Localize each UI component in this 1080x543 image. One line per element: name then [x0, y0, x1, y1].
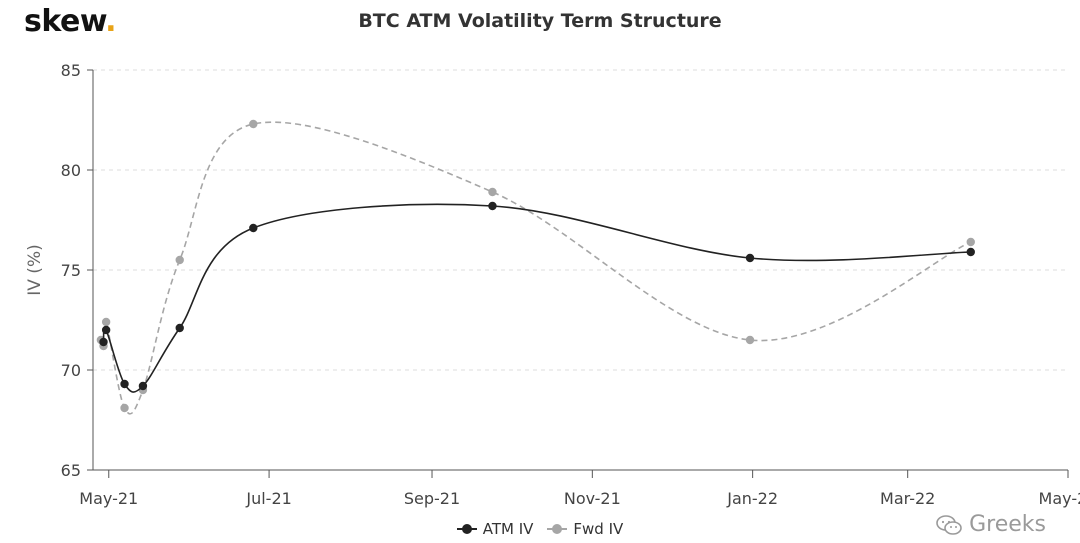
- point-fwd-iv-6: [249, 119, 258, 129]
- y-tick-label-65: 65: [61, 461, 81, 480]
- x-tick-label-May-21: May-21: [79, 489, 138, 508]
- point-atm-iv-5: [249, 223, 258, 233]
- point-fwd-iv-3: [120, 403, 129, 413]
- brand-logo: skew.: [24, 4, 117, 39]
- point-atm-iv-1: [101, 325, 111, 335]
- x-tick-label-May-22: May-22: [1039, 489, 1080, 508]
- y-axis-label: IV (%): [25, 244, 45, 295]
- x-tick-label-Sep-21: Sep-21: [404, 489, 460, 508]
- point-fwd-iv-2: [101, 317, 111, 327]
- wechat-icon: [936, 514, 962, 535]
- point-atm-iv-0: [99, 337, 108, 347]
- point-fwd-iv-8: [745, 335, 755, 345]
- chart-title: BTC ATM Volatility Term Structure: [358, 10, 722, 32]
- point-atm-iv-7: [745, 253, 755, 263]
- legend-label-atm-iv: ATM IV: [482, 520, 534, 538]
- legend-swatch-atm-iv: [456, 524, 477, 534]
- watermark: Greeks: [935, 512, 1046, 537]
- y-tick-label-75: 75: [61, 261, 81, 280]
- point-atm-iv-8: [966, 247, 975, 257]
- series-layer: [96, 119, 975, 415]
- y-tick-label-85: 85: [61, 61, 81, 80]
- series-line-fwd-iv: [100, 121, 972, 415]
- legend-item-fwd-iv[interactable]: Fwd IV: [547, 520, 623, 538]
- y-tick-label-70: 70: [61, 361, 81, 380]
- label-layer: 65 70 75 80 85 May-21 Jul-21 Sep-21 Nov-21 Jan-22…: [25, 61, 1080, 508]
- point-fwd-iv-9: [966, 237, 975, 247]
- brand-dot: .: [105, 4, 117, 39]
- x-tick-label-Mar-22: Mar-22: [880, 489, 935, 508]
- legend-swatch-fwd-iv: [547, 524, 568, 534]
- watermark-text: Greeks: [969, 512, 1046, 537]
- point-atm-iv-6: [488, 201, 497, 211]
- point-atm-iv-4: [175, 323, 184, 333]
- point-atm-iv-2: [120, 379, 129, 389]
- y-tick-label-80: 80: [61, 161, 81, 180]
- x-tick-label-Jul-21: Jul-21: [245, 489, 291, 508]
- point-atm-iv-3: [138, 381, 148, 391]
- legend-label-fwd-iv: Fwd IV: [573, 520, 624, 538]
- grid-layer: [93, 69, 1068, 371]
- legend: ATM IV Fwd IV: [0, 520, 1080, 538]
- x-tick-label-Jan-22: Jan-22: [726, 489, 778, 508]
- legend-item-atm-iv[interactable]: ATM IV: [456, 520, 534, 538]
- series-line-atm-iv: [102, 203, 971, 393]
- brand-name: skew: [24, 4, 106, 39]
- x-tick-label-Nov-21: Nov-21: [564, 489, 621, 508]
- axis-layer: [87, 69, 1069, 478]
- point-fwd-iv-5: [175, 255, 184, 265]
- point-fwd-iv-7: [488, 187, 497, 197]
